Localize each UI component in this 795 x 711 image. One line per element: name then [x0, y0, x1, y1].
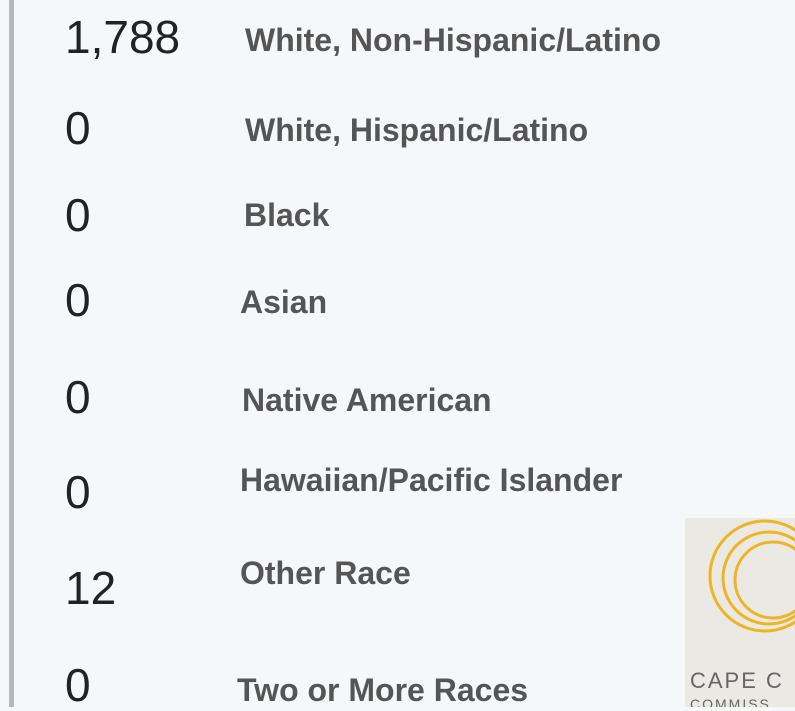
count: 0: [65, 189, 91, 241]
logo-ring: [733, 540, 795, 620]
count: 0: [65, 659, 91, 711]
race-label: White, Hispanic/Latino: [245, 112, 589, 148]
logo-text: CAPE C: [690, 668, 784, 693]
logo-ring: [721, 530, 795, 626]
logo-text: COMMISS: [690, 696, 771, 707]
race-label: Black: [244, 197, 330, 233]
race-label: Native American: [242, 382, 492, 418]
count: 12: [65, 562, 117, 614]
logo-mark: [708, 519, 795, 633]
count: 0: [65, 466, 91, 518]
race-label: Two or More Races: [237, 672, 529, 708]
logo-ring: [708, 519, 795, 633]
count: 0: [65, 102, 91, 154]
logo: CAPE C COMMISS: [685, 518, 795, 707]
side-bar: [9, 0, 14, 707]
race-label: Hawaiian/Pacific Islander: [240, 462, 623, 498]
count: 1,788: [65, 11, 181, 63]
count: 0: [65, 371, 91, 423]
race-label: Asian: [240, 284, 328, 320]
race-label: Other Race: [240, 555, 411, 591]
race-label: White, Non-Hispanic/Latino: [245, 22, 661, 58]
count: 0: [65, 274, 91, 326]
